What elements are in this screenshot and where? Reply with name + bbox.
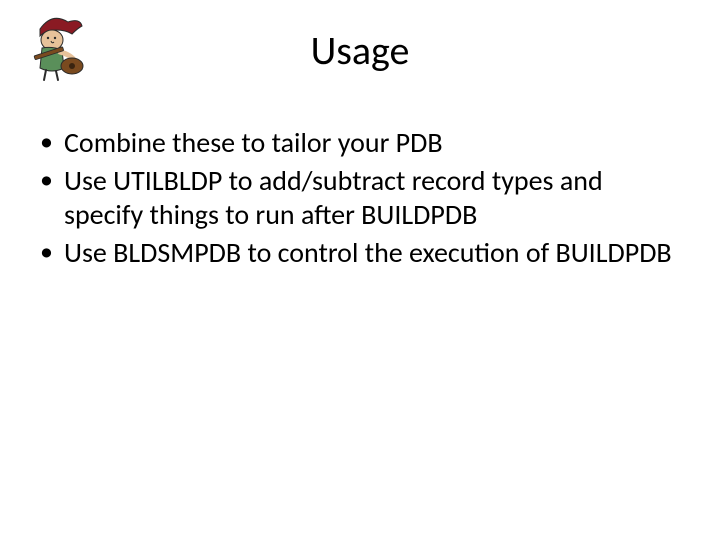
- bullet-item: Use BLDSMPDB to control the execution of…: [36, 236, 684, 270]
- slide: Usage Combine these to tailor your PDB U…: [0, 0, 720, 540]
- bullet-item: Combine these to tailor your PDB: [36, 126, 684, 160]
- bullet-item: Use UTILBLDP to add/subtract record type…: [36, 164, 684, 232]
- slide-body: Combine these to tailor your PDB Use UTI…: [36, 126, 684, 275]
- slide-title: Usage: [0, 26, 720, 75]
- bullet-list: Combine these to tailor your PDB Use UTI…: [36, 126, 684, 271]
